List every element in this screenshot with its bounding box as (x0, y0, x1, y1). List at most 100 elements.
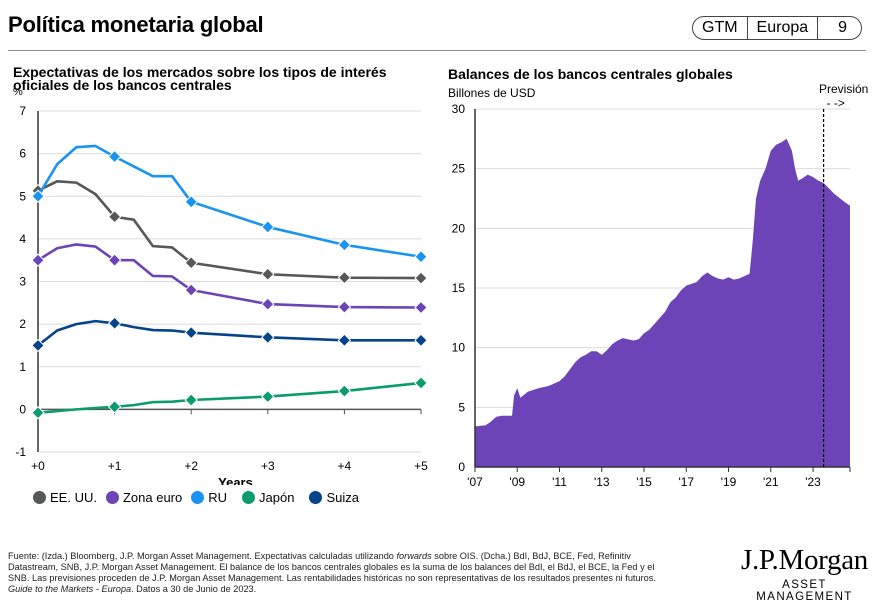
series-line-us (37, 180, 422, 280)
data-marker-swiss (31, 338, 45, 353)
legend: EE. UU. Zona euro RU Japón Suiza (33, 490, 368, 505)
data-marker-euro (107, 253, 122, 267)
data-marker-uk (31, 189, 45, 203)
footer-source-note: Fuente: (Izda.) Bloomberg, J.P. Morgan A… (8, 551, 713, 595)
forecast-arrow-icon: - -> (827, 96, 845, 110)
legend-swatch-uk (191, 491, 205, 504)
data-marker-japan (337, 384, 352, 398)
y-tick-label: 0 (19, 402, 26, 416)
balance-area (475, 138, 850, 468)
x-tick-label: '09 (509, 475, 525, 489)
legend-item-uk: RU (191, 490, 227, 505)
data-marker-swiss (261, 330, 275, 345)
y-tick-label: 10 (452, 341, 466, 355)
gtm-badge: GTM Europa 9 (692, 16, 863, 40)
data-marker-euro (414, 300, 428, 315)
y-tick-label: 6 (19, 147, 26, 161)
data-marker-euro (184, 283, 198, 297)
page-title: Política monetaria global (8, 12, 264, 37)
data-marker-us (184, 256, 198, 270)
y-tick-label: 25 (452, 162, 466, 176)
x-tick-label: '19 (721, 475, 737, 489)
y-tick-label: 15 (452, 281, 466, 295)
data-marker-japan (107, 400, 122, 414)
series-line-japan (37, 381, 422, 415)
y-tick-label: 7 (19, 104, 26, 118)
x-tick-label: '13 (594, 475, 610, 489)
legend-label-swiss: Suiza (326, 490, 359, 505)
data-marker-japan (31, 406, 45, 420)
x-tick-label: '07 (467, 475, 483, 489)
x-tick-label: '23 (805, 475, 821, 489)
x-tick-label: '21 (763, 475, 779, 489)
x-tick-label: '15 (636, 475, 652, 489)
footer-line-1: Fuente: (Izda.) Bloomberg, J.P. Morgan A… (8, 551, 631, 561)
data-marker-uk (337, 238, 352, 252)
badge-page-number: 9 (817, 17, 861, 39)
x-tick-label: +0 (31, 459, 45, 473)
data-marker-euro (337, 300, 352, 314)
y-tick-label: 2 (19, 317, 26, 331)
data-marker-us (107, 210, 122, 224)
footer-line-4: Guide to the Markets - Europa. Datos a 3… (8, 584, 257, 594)
data-marker-swiss (184, 325, 198, 340)
series-line-euro (37, 243, 422, 309)
badge-gtm: GTM (702, 19, 738, 36)
y-tick-label: 20 (452, 221, 466, 235)
header-divider (8, 50, 866, 51)
x-tick-label: +3 (261, 459, 275, 473)
y-tick-label: 1 (19, 360, 26, 374)
left-chart-title: Expectativas de los mercados sobre los t… (13, 64, 387, 93)
legend-swatch-japan (242, 491, 256, 504)
y-tick-label: 3 (19, 275, 26, 289)
data-marker-us (414, 271, 428, 285)
logo-subtitle: ASSET MANAGEMENT (756, 579, 853, 603)
data-marker-japan (184, 393, 198, 407)
legend-swatch-euro (105, 491, 119, 504)
data-marker-uk (184, 195, 198, 209)
jpmorgan-logo: J.P.Morgan ASSET MANAGEMENT (735, 545, 874, 603)
data-marker-uk (261, 220, 275, 234)
forecast-label: Previsión (819, 82, 869, 96)
x-tick-label: +5 (414, 459, 428, 473)
data-marker-uk (107, 149, 122, 164)
legend-label-euro: Zona euro (122, 490, 183, 505)
x-axis-label: Years (218, 475, 253, 485)
legend-label-us: EE. UU. (50, 490, 97, 505)
right-chart-unit: Billones de USD (448, 86, 536, 100)
right-chart-title: Balances de los bancos centrales globale… (448, 66, 733, 82)
series-line-uk (36, 144, 422, 259)
data-marker-us (261, 267, 275, 281)
legend-item-us: EE. UU. (33, 490, 97, 505)
y-tick-label: 4 (19, 232, 26, 246)
data-marker-swiss (414, 333, 428, 348)
badge-region: Europa (746, 17, 818, 39)
legend-item-swiss: Suiza (309, 490, 359, 505)
data-marker-japan (261, 389, 275, 404)
y-tick-label: 30 (452, 102, 466, 116)
legend-swatch-us (33, 491, 46, 504)
y-tick-label: 5 (19, 189, 26, 203)
data-marker-us (337, 270, 352, 285)
logo-name: J.P.Morgan (741, 544, 868, 576)
y-tick-label: -1 (15, 445, 26, 459)
data-marker-uk (414, 250, 428, 264)
data-marker-euro (31, 253, 45, 267)
data-marker-japan (414, 376, 428, 390)
x-tick-label: +1 (108, 459, 122, 473)
series-line-swiss (37, 319, 421, 347)
legend-swatch-swiss (309, 491, 323, 504)
footer-line-2: Datastream, SNB, J.P. Morgan Asset Manag… (8, 562, 655, 572)
central-bank-balance-chart: 0 5 10 15 20 25 30 '07 '09 '11 '13 '15 '17 '19 '21 '23 -… (452, 96, 851, 489)
y-tick-label: 5 (458, 400, 465, 414)
data-marker-swiss (107, 316, 122, 330)
x-tick-label: '17 (678, 475, 694, 489)
x-tick-label: +2 (184, 459, 198, 473)
x-tick-label: +4 (338, 459, 352, 473)
left-chart-unit: % (13, 86, 23, 98)
rate-expectations-chart: -1 0 1 2 3 4 5 6 7 +0 +1 +2 +3 +4 +5 Years (15, 104, 428, 485)
footer-line-3: SNB. Las previsiones proceden de J.P. Mo… (8, 573, 656, 583)
data-marker-swiss (337, 333, 352, 348)
data-marker-euro (261, 297, 275, 311)
legend-item-japan: Japón (242, 490, 294, 505)
